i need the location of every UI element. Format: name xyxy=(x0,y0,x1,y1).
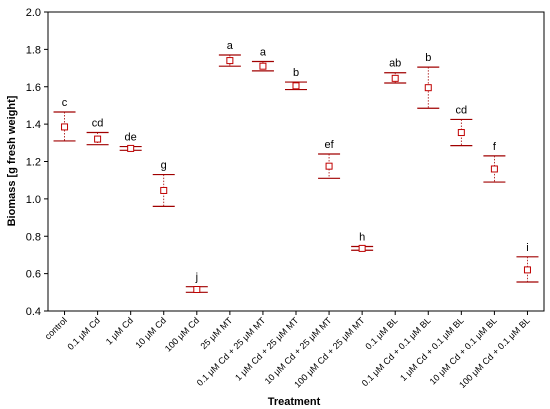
significance-letter: a xyxy=(260,47,267,59)
y-tick-label: 1.4 xyxy=(26,119,41,131)
mean-marker xyxy=(523,266,531,274)
mean-marker xyxy=(61,123,69,131)
mean-marker xyxy=(358,244,366,252)
mean-marker xyxy=(193,286,201,294)
mean-marker xyxy=(94,135,102,143)
y-tick-label: 1.0 xyxy=(26,194,41,206)
y-axis: 0.4 0.6 0.8 1.0 1.2 1.4 1.6 1.8 2.0 xyxy=(26,7,48,318)
mean-marker xyxy=(259,62,267,70)
mean-marker xyxy=(391,74,399,82)
significance-letter: ef xyxy=(324,139,334,151)
mean-marker xyxy=(292,82,300,90)
significance-letter: g xyxy=(161,160,167,172)
x-tick-label: 10 μM Cd xyxy=(133,315,168,350)
y-tick-label: 0.8 xyxy=(26,231,41,243)
mean-marker xyxy=(325,162,333,170)
significance-letter: cd xyxy=(92,118,104,130)
mean-marker xyxy=(457,129,465,137)
mean-marker xyxy=(490,165,498,173)
x-tick-label: 100 μM Cd xyxy=(163,315,201,353)
mean-marker xyxy=(424,84,432,92)
y-tick-label: 2.0 xyxy=(26,7,41,19)
significance-letter: c xyxy=(62,97,68,109)
significance-letter: cd xyxy=(456,104,468,116)
x-tick-label: 0.1 μM Cd xyxy=(65,315,102,352)
x-tick-label: 1 μM Cd xyxy=(104,315,135,346)
y-tick-label: 1.8 xyxy=(26,44,41,56)
y-tick-label: 0.4 xyxy=(26,306,41,318)
x-tick-label: 1 μM Cd + 0.1 μM BL xyxy=(398,315,466,383)
y-tick-label: 0.6 xyxy=(26,269,41,281)
mean-marker xyxy=(226,57,234,65)
significance-letter: i xyxy=(526,242,528,254)
mean-marker xyxy=(160,186,168,194)
significance-letter: de xyxy=(125,132,137,144)
significance-letter: b xyxy=(293,67,299,79)
mean-marker xyxy=(127,144,135,152)
significance-letter: a xyxy=(227,40,234,52)
significance-letter: h xyxy=(359,232,365,244)
significance-letter: f xyxy=(493,141,497,153)
y-axis-title: Biomass [g fresh weight] xyxy=(6,95,18,226)
x-tick-label: control xyxy=(43,315,69,341)
significance-letter: b xyxy=(425,52,431,64)
x-axis-title: Treatment xyxy=(268,396,321,408)
y-tick-label: 1.2 xyxy=(26,157,41,169)
plot-frame xyxy=(47,11,545,312)
significance-letter: j xyxy=(195,272,198,284)
y-tick-label: 1.6 xyxy=(26,82,41,94)
x-tick-label: 1 μM Cd + 25 μM MT xyxy=(233,315,301,383)
significance-letter: ab xyxy=(389,58,401,70)
